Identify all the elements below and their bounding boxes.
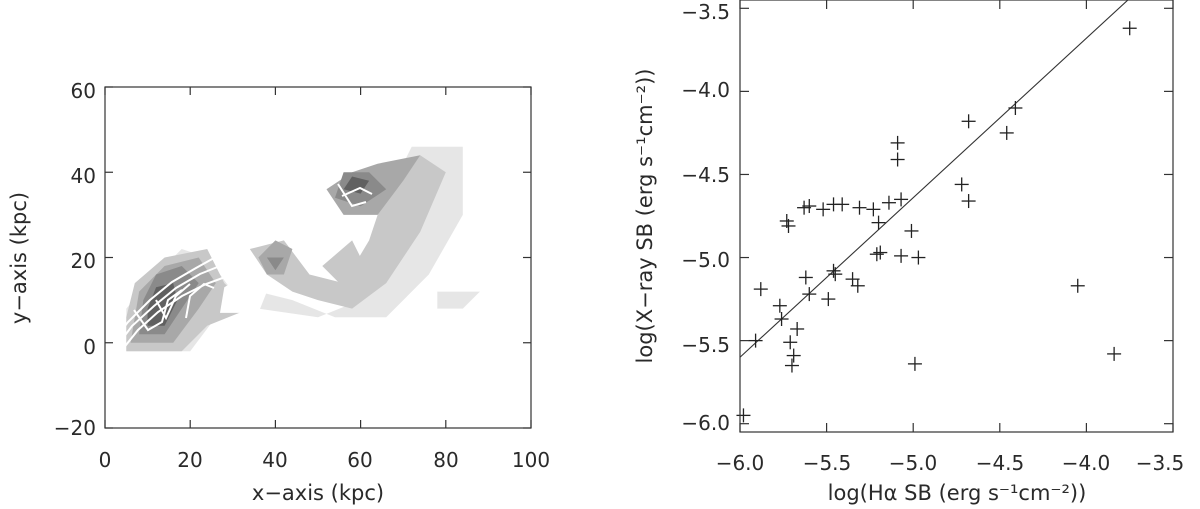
data-point: [1122, 21, 1137, 36]
data-point: [748, 333, 763, 348]
x-tick-label: 60: [347, 448, 372, 472]
contour-map-panel: 0 20 40 60 80 100 −20 0 20 40 60 x−axis …: [7, 79, 550, 505]
data-point: [786, 348, 801, 363]
data-point: [802, 287, 817, 302]
data-point: [781, 218, 796, 233]
data-point: [1008, 101, 1023, 115]
data-point: [784, 358, 799, 373]
axis-ticks: [739, 0, 1174, 432]
streak: [341, 186, 373, 197]
contour-hole: [309, 227, 344, 249]
data-point: [1070, 278, 1085, 293]
data-point: [866, 202, 881, 217]
data-point: [798, 270, 813, 285]
data-point: [954, 177, 969, 192]
data-point: [873, 245, 888, 260]
scatter-markers: [736, 21, 1137, 423]
y-tick-label: 40: [71, 164, 96, 188]
data-point: [772, 298, 787, 313]
x-tick-label: −6.0: [716, 451, 765, 475]
data-point: [1107, 346, 1122, 361]
data-point: [961, 114, 976, 129]
data-point: [850, 278, 865, 293]
x-tick-label: −4.5: [976, 451, 1025, 475]
contour-level-1: [437, 291, 480, 309]
data-point: [783, 335, 798, 350]
x-tick-label: 20: [177, 448, 202, 472]
plot-frame: [739, 0, 1174, 433]
data-point: [835, 197, 850, 212]
data-point: [802, 199, 817, 214]
regression-line: [739, 0, 1129, 358]
data-point: [911, 250, 926, 265]
data-point: [753, 282, 768, 297]
y-tick-label: −20: [54, 416, 96, 440]
data-point: [907, 356, 922, 371]
data-point: [894, 248, 909, 263]
streak: [109, 257, 215, 346]
scatter-plot-panel: −6.0 −5.5 −5.0 −4.5 −4.0 −3.5 −6.0 −5.5 …: [633, 0, 1184, 505]
y-tick-label: −3.5: [681, 0, 730, 24]
data-point: [826, 263, 841, 278]
data-point: [790, 321, 805, 336]
data-point: [961, 194, 976, 209]
x-tick-label: −4.0: [1062, 451, 1111, 475]
y-tick-label: 60: [71, 79, 96, 103]
contour-level-4: [266, 257, 284, 271]
data-point: [871, 215, 886, 230]
data-point: [881, 195, 896, 210]
streak: [155, 283, 191, 321]
x-tick-label: 0: [99, 448, 112, 472]
streak: [227, 249, 240, 277]
y-tick-label: −5.0: [681, 248, 730, 272]
data-point: [890, 152, 905, 167]
data-point: [904, 223, 919, 238]
x-tick-label: 40: [262, 448, 287, 472]
data-point: [852, 200, 867, 215]
x-tick-label: 100: [512, 448, 550, 472]
streak: [185, 282, 215, 319]
axis-ticks: [104, 86, 532, 429]
streak: [337, 183, 367, 208]
contour-level-2: [249, 155, 446, 309]
x-tick-label: −3.5: [1136, 451, 1185, 475]
data-point: [869, 247, 884, 262]
y-tick-label: 0: [83, 335, 96, 359]
y-axis-label: log(X−ray SB (erg s⁻¹cm⁻²)): [633, 69, 657, 364]
white-streak-overlay: [109, 183, 373, 356]
contour-fills: [126, 146, 480, 352]
y-tick-label: −4.0: [681, 78, 730, 102]
data-point: [999, 125, 1014, 140]
contour-level-2: [322, 240, 365, 292]
streak: [113, 265, 221, 351]
y-tick-label: 20: [71, 249, 96, 273]
data-point: [774, 312, 789, 327]
x-tick-label: 80: [433, 448, 458, 472]
contour-hole: [220, 274, 267, 313]
streak: [133, 289, 183, 332]
x-tick-label: −5.5: [803, 451, 852, 475]
data-point: [828, 267, 843, 282]
y-tick-label: −6.0: [681, 411, 730, 435]
data-point: [821, 292, 836, 307]
contour-level-3: [258, 240, 293, 275]
x-axis-label: x−axis (kpc): [252, 481, 384, 505]
data-point: [890, 135, 905, 150]
x-axis-label: log(Hα SB (erg s⁻¹cm⁻²)): [828, 481, 1087, 505]
streak: [117, 275, 229, 356]
y-tick-label: −4.5: [681, 163, 730, 187]
data-point: [736, 408, 751, 423]
y-tick-label: −5.5: [681, 333, 730, 357]
x-tick-label: −5.0: [889, 451, 938, 475]
data-point: [816, 202, 831, 217]
y-axis-label: y−axis (kpc): [7, 192, 31, 324]
data-point: [894, 192, 909, 207]
